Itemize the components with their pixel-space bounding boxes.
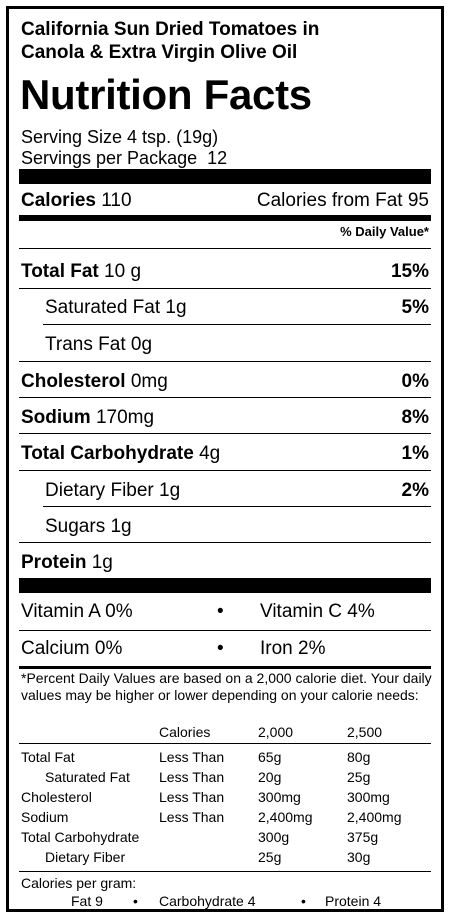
nutrient-label: Cholesterol [21,371,126,392]
nutrient-amount: 10 g [104,261,142,282]
per-gram-fat: Fat 9 [71,893,103,909]
servings-per-package: Servings per Package 12 [21,148,228,168]
footnote-nutrient: Total Carbohydrate [21,829,140,845]
footnote-2000: 25g [258,849,282,865]
divider [19,743,431,744]
divider [19,630,431,631]
iron: Iron 2% [260,638,326,659]
per-gram-protein: Protein 4 [325,893,382,909]
nutrient-amount: 4g [199,443,221,464]
divider [43,506,431,507]
nutrient-amount: 170mg [95,407,155,428]
footnote-2000: 20g [258,769,282,785]
footnote-2500: 80g [347,749,371,765]
nutrient-label: Trans Fat 0g [45,334,153,355]
calories-value: 110 [101,190,132,211]
footnote-header-2500: 2,500 [347,724,383,740]
divider [19,470,431,471]
medium-divider [19,215,431,221]
nutrient-label: Protein [21,552,87,573]
footnote-limit: Less Than [159,769,225,785]
nutrient-label: Total Fat [21,261,99,282]
divider [19,871,431,872]
vitamin-a: Vitamin A 0% [21,601,133,622]
nutrition-label: California Sun Dried Tomatoes in Canola … [6,6,444,912]
divider [19,542,431,543]
serving-size: Serving Size 4 tsp. (19g) [21,127,219,147]
calories-from-fat: Calories from Fat 95 [256,190,429,211]
footnote-text: *Percent Daily Values are based on a 2,0… [21,670,432,703]
divider [19,361,431,362]
nutrient-dv: 5% [401,297,429,318]
footnote-header-calories: Calories [159,724,211,740]
footnote-nutrient: Cholesterol [21,789,92,805]
footnote-2000: 2,400mg [258,809,313,825]
nutrient-amount: 1g [91,552,113,573]
divider [19,248,431,249]
footnote-2000: 65g [258,749,282,765]
footnote-2000: 300mg [258,789,301,805]
footnote-nutrient: Dietary Fiber [45,849,126,865]
bullet: • [301,893,306,909]
nutrient-amount: 0mg [130,371,168,392]
footnote-2500: 375g [347,829,379,845]
divider [43,324,431,325]
divider [19,288,431,289]
calcium: Calcium 0% [21,638,123,659]
nutrient-dv: 15% [390,261,429,282]
divider [19,433,431,434]
nutrient-label: Sugars 1g [45,516,132,537]
footnote-2000: 300g [258,829,290,845]
thick-divider [19,578,431,593]
footnote-header-2000: 2,000 [258,724,294,740]
nutrient-label: Saturated Fat 1g [45,297,187,318]
bullet: • [217,601,224,622]
footnote-nutrient: Saturated Fat [45,769,130,785]
footnote-limit: Less Than [159,809,225,825]
bullet: • [217,638,224,659]
footnote-2500: 2,400mg [347,809,402,825]
calories-per-gram-label: Calories per gram: [21,875,137,891]
nutrient-label: Sodium [21,407,91,428]
footnote-nutrient: Sodium [21,809,69,825]
footnote-limit: Less Than [159,749,225,765]
footnote-nutrient: Total Fat [21,749,75,765]
calories-label: Calories [21,190,96,211]
divider [19,397,431,398]
nutrient-label: Dietary Fiber 1g [45,480,181,501]
thick-divider [19,169,431,184]
vitamin-c: Vitamin C 4% [260,601,375,622]
bullet: • [133,893,138,909]
product-name-line2: Canola & Extra Virgin Olive Oil [21,42,298,63]
nutrient-dv: 0% [401,371,429,392]
divider [19,666,431,669]
nutrition-facts-title: Nutrition Facts [20,71,312,118]
nutrient-dv: 2% [401,480,429,501]
product-name-line1: California Sun Dried Tomatoes in [21,19,320,40]
footnote-2500: 300mg [347,789,390,805]
footnote-limit: Less Than [159,789,225,805]
product-name: California Sun Dried Tomatoes in Canola … [21,18,319,64]
per-gram-carbohydrate: Carbohydrate 4 [159,893,256,909]
daily-value-header: % Daily Value* [340,224,429,239]
footnote-2500: 30g [347,849,371,865]
nutrient-dv: 8% [401,407,429,428]
nutrient-label: Total Carbohydrate [21,443,194,464]
footnote-2500: 25g [347,769,371,785]
nutrient-dv: 1% [401,443,429,464]
